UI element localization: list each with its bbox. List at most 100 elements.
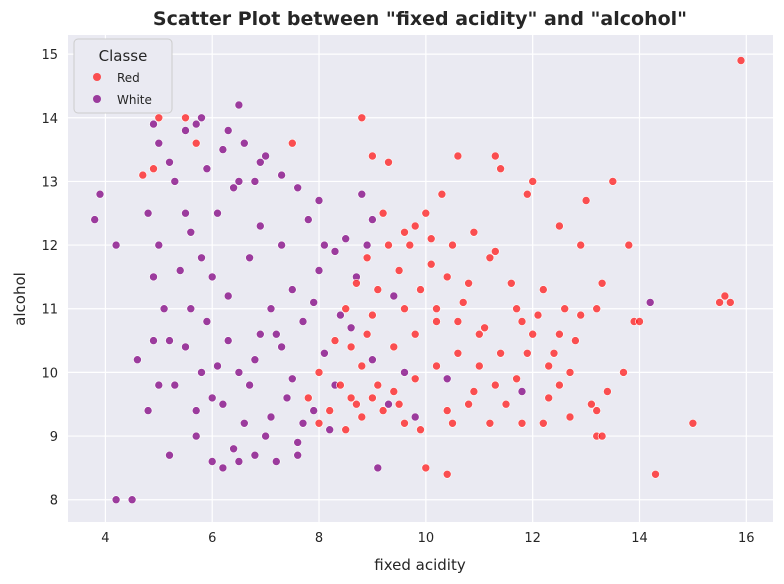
- point-red: [501, 399, 511, 409]
- point-red: [533, 310, 543, 320]
- point-red: [352, 399, 361, 409]
- point-white: [309, 406, 319, 415]
- point-red: [469, 228, 479, 237]
- point-red: [149, 164, 158, 173]
- point-red: [368, 310, 377, 320]
- point-white: [165, 450, 174, 460]
- point-red: [416, 425, 425, 435]
- point-red: [410, 221, 420, 231]
- point-white: [223, 126, 233, 135]
- legend: Classe Red White: [73, 38, 173, 114]
- point-red: [432, 317, 441, 326]
- point-white: [277, 170, 286, 180]
- point-red: [517, 418, 527, 428]
- point-red: [597, 278, 607, 288]
- point-red: [303, 393, 313, 403]
- point-red: [635, 317, 644, 326]
- point-red: [581, 196, 591, 205]
- chart-title: Scatter Plot between "fixed acidity" and…: [153, 8, 687, 30]
- point-red: [400, 418, 409, 428]
- x-tick-label: 14: [631, 531, 648, 546]
- point-white: [191, 406, 201, 415]
- x-axis-ticks: 4 6 8 10 12 14 16: [101, 531, 754, 546]
- point-white: [384, 399, 393, 409]
- point-red: [314, 418, 324, 428]
- point-red: [715, 298, 724, 307]
- legend-label-white: White: [117, 93, 152, 107]
- x-axis-label: fixed acidity: [374, 556, 466, 574]
- x-tick-label: 12: [524, 531, 541, 546]
- point-red: [496, 164, 505, 173]
- point-red: [555, 221, 564, 231]
- point-white: [255, 221, 265, 231]
- point-white: [362, 240, 372, 250]
- point-red: [469, 387, 479, 396]
- point-red: [416, 285, 425, 294]
- point-red: [448, 418, 457, 428]
- point-red: [357, 113, 367, 123]
- point-white: [170, 177, 180, 186]
- point-red: [587, 399, 596, 409]
- point-white: [197, 253, 206, 263]
- point-red: [442, 469, 452, 479]
- y-tick-label: 8: [50, 494, 58, 509]
- point-white: [197, 368, 206, 377]
- series-red-points: [138, 56, 746, 479]
- point-white: [90, 215, 99, 224]
- point-red: [560, 304, 570, 314]
- point-red: [357, 361, 367, 371]
- point-red: [330, 336, 340, 345]
- point-red: [480, 323, 489, 333]
- series-white-points: [90, 100, 655, 505]
- point-white: [255, 329, 265, 339]
- point-white: [336, 310, 345, 320]
- point-red: [565, 412, 575, 422]
- point-white: [389, 291, 399, 301]
- point-red: [378, 208, 388, 218]
- y-tick-label: 14: [41, 112, 58, 127]
- point-red: [619, 368, 628, 377]
- point-white: [154, 138, 164, 148]
- point-red: [368, 393, 377, 403]
- point-red: [544, 393, 554, 403]
- point-red: [394, 399, 404, 409]
- point-red: [506, 278, 516, 288]
- point-red: [373, 285, 383, 294]
- point-red: [576, 240, 586, 250]
- point-white: [133, 355, 142, 365]
- point-red: [442, 406, 452, 415]
- point-white: [357, 189, 367, 199]
- point-white: [645, 298, 655, 307]
- point-white: [234, 100, 244, 110]
- x-tick-label: 8: [315, 531, 323, 546]
- point-red: [421, 463, 431, 473]
- point-white: [181, 342, 190, 352]
- point-white: [266, 304, 276, 314]
- point-red: [410, 374, 420, 384]
- point-white: [320, 240, 329, 250]
- y-tick-label: 11: [41, 303, 58, 318]
- point-white: [149, 119, 158, 129]
- point-red: [400, 228, 409, 237]
- point-red: [336, 380, 345, 390]
- point-white: [165, 158, 174, 167]
- point-white: [277, 240, 286, 250]
- point-white: [202, 317, 212, 326]
- point-red: [394, 266, 404, 275]
- point-red: [400, 304, 409, 314]
- point-red: [688, 418, 698, 428]
- point-red: [362, 253, 372, 263]
- x-tick-label: 4: [101, 531, 109, 546]
- y-axis-label: alcohol: [11, 272, 29, 326]
- point-white: [223, 291, 233, 301]
- point-white: [165, 336, 174, 345]
- point-white: [250, 450, 260, 460]
- point-red: [426, 234, 436, 243]
- point-red: [485, 253, 495, 263]
- point-white: [234, 457, 244, 466]
- point-white: [181, 208, 190, 218]
- x-tick-label: 6: [208, 531, 216, 546]
- point-red: [544, 361, 554, 371]
- point-white: [400, 368, 409, 377]
- point-red: [608, 177, 618, 186]
